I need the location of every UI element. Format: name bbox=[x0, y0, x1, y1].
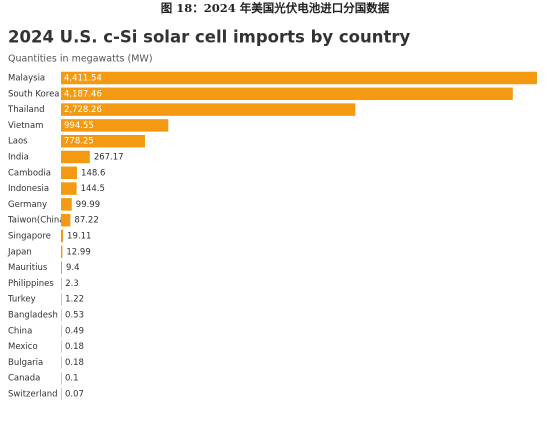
bar bbox=[61, 213, 71, 227]
bar bbox=[61, 356, 62, 369]
value-label: 267.17 bbox=[94, 153, 124, 163]
value-label: 0.18 bbox=[65, 342, 84, 352]
bar bbox=[61, 134, 145, 148]
bar bbox=[61, 198, 72, 211]
bar bbox=[61, 324, 62, 338]
value-label: 9.4 bbox=[66, 263, 80, 273]
chart-title: 2024 U.S. c-Si solar cell imports by cou… bbox=[8, 28, 411, 47]
category-label: Turkey bbox=[7, 295, 36, 305]
category-label: Cambodia bbox=[8, 168, 51, 178]
value-label: 2,728.26 bbox=[64, 105, 102, 115]
value-label: 0.49 bbox=[65, 326, 84, 336]
value-label: 0.53 bbox=[65, 311, 84, 321]
bar bbox=[61, 245, 63, 259]
category-label: Malaysia bbox=[8, 74, 45, 84]
value-label: 0.07 bbox=[65, 390, 84, 400]
category-label: Singapore bbox=[8, 232, 51, 242]
bar bbox=[61, 340, 62, 353]
category-label: South Korea bbox=[8, 89, 60, 99]
value-label: 1.22 bbox=[65, 295, 84, 305]
category-label: Switzerland bbox=[8, 390, 58, 400]
value-label: 0.1 bbox=[65, 374, 79, 384]
category-label: India bbox=[8, 153, 29, 163]
category-label: Bangladesh bbox=[8, 311, 58, 321]
category-label: Bulgaria bbox=[8, 358, 43, 368]
bar bbox=[61, 277, 62, 290]
bar bbox=[61, 292, 62, 306]
bar bbox=[61, 71, 537, 85]
category-label: Thailand bbox=[7, 105, 45, 115]
value-label: 87.22 bbox=[74, 216, 98, 226]
value-label: 19.11 bbox=[67, 232, 91, 242]
bar bbox=[61, 308, 62, 322]
category-label: Canada bbox=[8, 374, 40, 384]
bar bbox=[61, 182, 77, 195]
category-label: Vietnam bbox=[8, 121, 43, 131]
bar bbox=[61, 387, 62, 401]
bar bbox=[61, 87, 513, 101]
value-label: 4,411.54 bbox=[64, 74, 102, 84]
value-label: 994.55 bbox=[64, 121, 94, 131]
category-label: Laos bbox=[8, 137, 28, 147]
category-label: Philippines bbox=[8, 279, 54, 289]
value-label: 0.18 bbox=[65, 358, 84, 368]
value-label: 4,187.46 bbox=[64, 89, 102, 99]
category-label: Japan bbox=[7, 247, 32, 257]
chart-subtitle: Quantities in megawatts (MW) bbox=[8, 54, 153, 65]
bar bbox=[61, 371, 62, 385]
category-label: Indonesia bbox=[8, 184, 49, 194]
bar bbox=[61, 103, 356, 116]
value-label: 12.99 bbox=[66, 247, 90, 257]
category-label: Germany bbox=[8, 200, 47, 210]
figure-caption: 图 18：2024 年美国光伏电池进口分国数据 bbox=[161, 1, 390, 15]
value-label: 99.99 bbox=[76, 200, 100, 210]
value-label: 148.6 bbox=[81, 168, 105, 178]
bar bbox=[61, 166, 78, 180]
category-label: Mauritius bbox=[8, 263, 48, 273]
category-label: China bbox=[8, 326, 32, 336]
bar bbox=[61, 229, 64, 243]
value-label: 2.3 bbox=[65, 279, 79, 289]
value-label: 144.5 bbox=[81, 184, 105, 194]
category-label: Taiwon(China) bbox=[7, 216, 68, 226]
bar bbox=[61, 119, 169, 132]
bar bbox=[61, 261, 63, 274]
bar bbox=[61, 150, 90, 164]
value-label: 778.25 bbox=[64, 137, 94, 147]
category-label: Mexico bbox=[8, 342, 38, 352]
